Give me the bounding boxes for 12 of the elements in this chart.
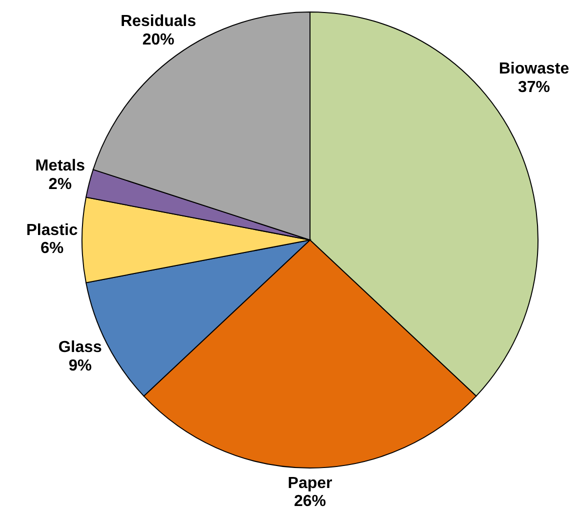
data-label: 9%: [68, 357, 92, 374]
slice-label: Residuals: [120, 13, 196, 30]
slice-label: Plastic: [26, 222, 78, 239]
slice-label: Metals: [35, 158, 86, 175]
data-label: 20%: [142, 31, 174, 48]
data-label: 26%: [294, 493, 326, 510]
data-label: 6%: [40, 240, 64, 258]
slice-label: Glass: [58, 338, 102, 356]
data-label: 37%: [518, 78, 550, 96]
data-label: 2%: [48, 176, 72, 194]
slice-label: Biowaste: [498, 60, 570, 78]
slice-label: Paper: [288, 474, 332, 492]
